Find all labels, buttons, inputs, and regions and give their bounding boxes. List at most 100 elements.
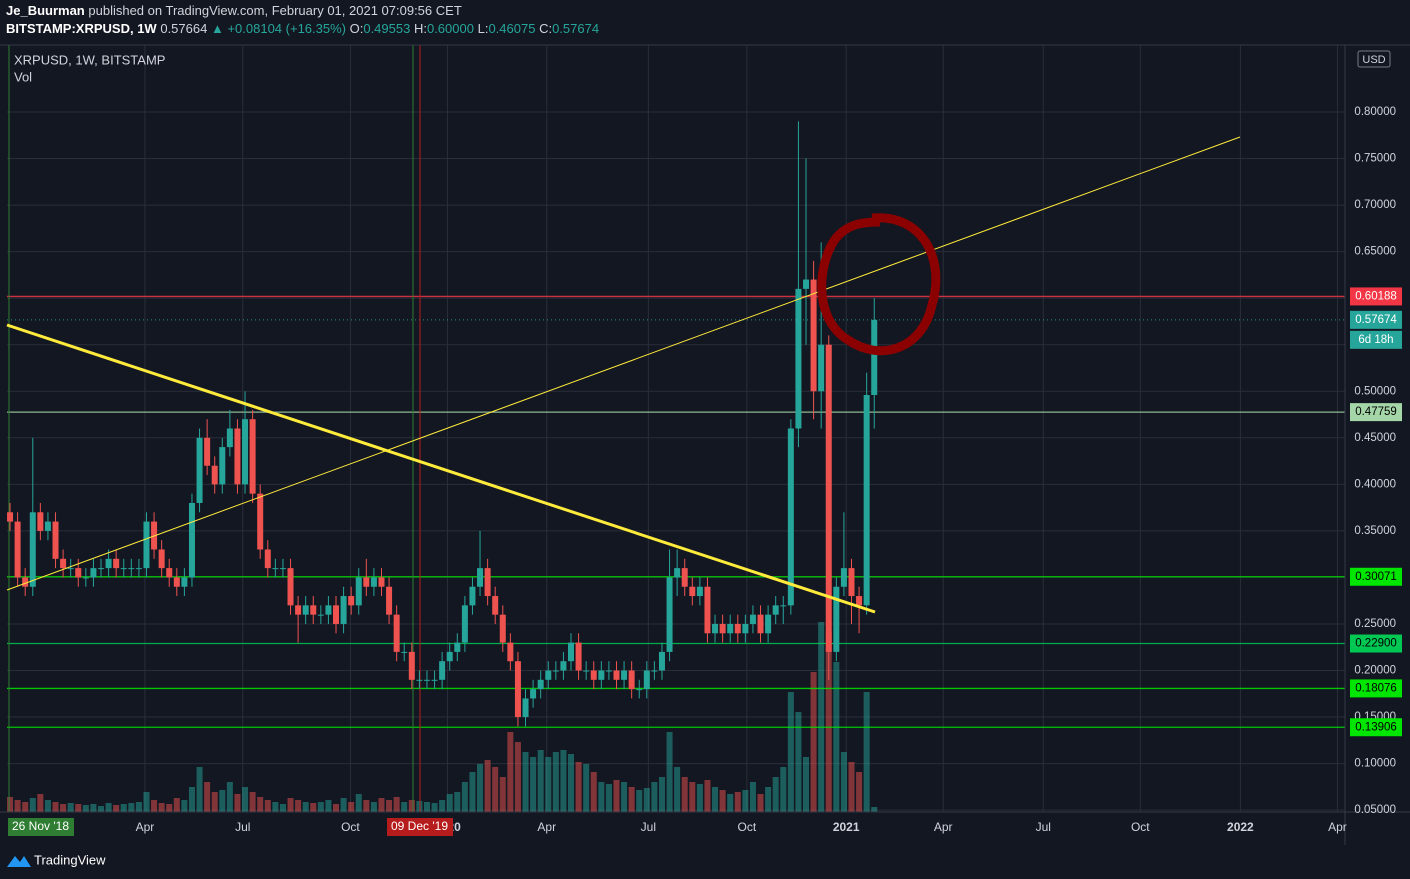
open: 0.49553 (363, 21, 410, 36)
volume-bar (530, 757, 537, 812)
candle-body (90, 568, 97, 578)
volume-bar (772, 777, 779, 812)
candle-body (477, 568, 484, 587)
h-label: H: (414, 21, 427, 36)
candle-body (416, 679, 423, 681)
o-label: O: (350, 21, 364, 36)
volume-bar (128, 803, 135, 812)
volume-bar (598, 782, 605, 812)
candle-body (355, 577, 362, 606)
price-tag-label: 0.13906 (1355, 721, 1397, 733)
volume-bar (423, 802, 430, 812)
candle-body (401, 651, 408, 653)
y-tick-label: 0.20000 (1354, 665, 1396, 677)
volume-bar (757, 794, 764, 812)
volume-bar (302, 802, 309, 812)
candle-body (386, 586, 393, 615)
candle-body (423, 679, 430, 681)
volume-bar (492, 767, 499, 812)
volume-bar (810, 672, 817, 812)
candle-body (689, 586, 696, 597)
candle-body (234, 428, 241, 485)
volume-bar (749, 782, 756, 812)
candle-body (621, 670, 628, 680)
candle-body (188, 502, 195, 578)
volume-bar (234, 794, 241, 812)
candle-body (393, 614, 400, 652)
candle-body (75, 568, 82, 578)
volume-bar (477, 764, 484, 812)
close: 0.57674 (552, 21, 599, 36)
published: published on TradingView.com, February 0… (88, 3, 461, 18)
volume-bar (431, 803, 438, 812)
candle-body (719, 623, 726, 634)
candle-body (181, 577, 188, 587)
candle-body (461, 605, 468, 643)
candle-body (734, 623, 741, 634)
candle-body (674, 568, 681, 578)
price-tag (1350, 567, 1402, 586)
volume-bar (249, 792, 256, 812)
volume-bar (386, 800, 393, 812)
volume-bar (818, 622, 825, 812)
volume-bar (196, 767, 203, 812)
candle-body (514, 661, 521, 718)
candle-body (135, 568, 142, 570)
x-tick-label: Apr (537, 820, 556, 834)
currency-box (1357, 50, 1391, 68)
candle-body (560, 661, 567, 671)
legend-title: XRPUSD, 1W, BITSTAMP (14, 52, 165, 67)
volume-bar (871, 807, 878, 812)
candle-body (658, 651, 665, 671)
volume-bar (590, 772, 597, 812)
candle-body (840, 568, 847, 587)
x-tick-label: 2022 (1227, 820, 1254, 834)
volume-bar (689, 782, 696, 812)
volume-bar (393, 797, 400, 812)
candle-body (22, 577, 29, 587)
volume-bar (803, 757, 810, 812)
volume-bar (848, 762, 855, 812)
candle-body (60, 558, 67, 569)
candle-body (848, 568, 855, 597)
price-tag (1350, 287, 1402, 306)
x-tick-label: Jul (1036, 820, 1051, 834)
candle-body (211, 465, 218, 485)
volume-bar (833, 662, 840, 812)
candle-body (287, 568, 294, 606)
volume-bar (355, 794, 362, 812)
countdown-tag (1350, 330, 1402, 349)
candle-body (14, 521, 21, 578)
volume-bar (90, 804, 97, 812)
volume-bar (514, 742, 521, 812)
candle-body (613, 670, 620, 680)
y-tick-label: 0.65000 (1354, 246, 1396, 258)
volume-bar (60, 804, 67, 812)
candle-body (780, 605, 787, 607)
candle-body (249, 419, 256, 494)
candle-body (575, 642, 582, 671)
candle-body (772, 605, 779, 615)
trendline (6, 323, 876, 614)
candle-body (590, 670, 597, 680)
volume-bar (82, 805, 89, 812)
volume-bar (211, 792, 218, 812)
legend-vol: Vol (14, 69, 32, 84)
candle-body (643, 670, 650, 690)
candle-body (302, 605, 309, 615)
c-label: C: (539, 21, 552, 36)
volume-bar (158, 803, 165, 812)
volume-bar (439, 800, 446, 812)
candle-body (29, 512, 36, 587)
volume-bar (363, 800, 370, 812)
date-tag (8, 818, 74, 836)
candle-body (446, 651, 453, 662)
volume-bar (188, 787, 195, 812)
candle-body (833, 586, 840, 652)
candle-body (727, 623, 734, 634)
volume-bar (613, 780, 620, 812)
x-tick-label: Oct (1131, 820, 1150, 834)
candle-body (552, 670, 559, 672)
candle-body (204, 437, 211, 466)
volume-bar (704, 780, 711, 812)
